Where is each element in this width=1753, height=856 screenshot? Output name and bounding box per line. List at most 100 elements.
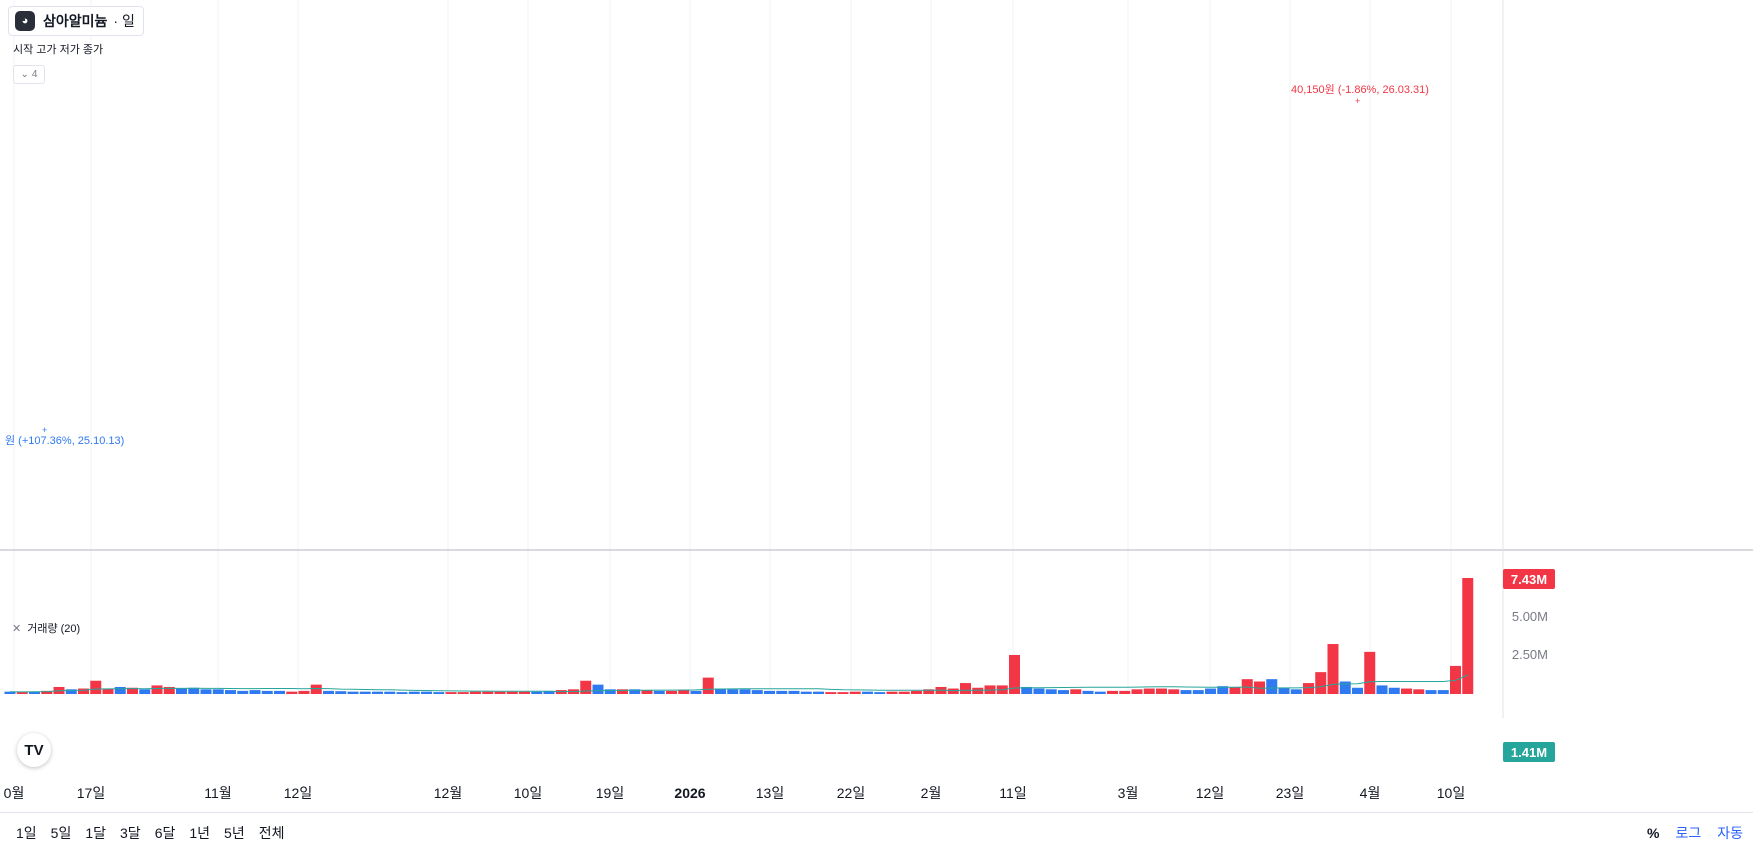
volume-bar: [800, 691, 812, 694]
close-icon[interactable]: ✕: [12, 622, 22, 635]
volume-bar: [310, 684, 322, 694]
volume-bar: [225, 690, 236, 694]
volume-bar: [65, 689, 77, 694]
volume-bar: [16, 692, 28, 694]
volume-bar: [1094, 691, 1106, 694]
volume-tick-label: 2.50M: [1512, 647, 1548, 662]
volume-bar: [494, 691, 506, 694]
volume-bar: [911, 690, 922, 694]
range-button-4[interactable]: 6달: [154, 824, 176, 841]
volume-bar: [886, 691, 898, 694]
volume-bar: [1266, 679, 1278, 694]
range-button-2[interactable]: 1달: [85, 824, 107, 841]
volume-bar: [923, 689, 935, 694]
time-tick-label: 23일: [1276, 785, 1304, 801]
volume-bar: [249, 690, 261, 694]
symbol-legend[interactable]: ◕ 삼아알미늄 · 일: [8, 6, 144, 36]
volume-bar: [1401, 688, 1412, 694]
indicators-collapse-button[interactable]: ⌄ 4: [13, 65, 45, 84]
axes: 50,00045,00041,00037,00033,00029,00026,0…: [4, 569, 1555, 801]
volume-bar: [666, 690, 677, 694]
volume-bar: [1413, 689, 1425, 694]
volume-bar: [1339, 681, 1351, 694]
volume-bar: [176, 688, 187, 694]
volume-bar: [1217, 686, 1229, 694]
volume-bar: [286, 691, 298, 694]
volume-bar: [580, 680, 592, 694]
volume-bar: [200, 689, 212, 694]
volume-bar: [1437, 690, 1449, 694]
volume-bar: [519, 691, 530, 694]
candles: 40,150원 (-1.86%, 26.03.31)+원 (+107.36%, …: [5, 83, 1429, 447]
grid-lines: [0, 0, 1753, 718]
time-tick-label: 2월: [921, 785, 942, 801]
volume-bar: [1082, 690, 1094, 694]
volume-bar: [90, 680, 102, 694]
bottom-toolbar: 1일 5일 1달 3달 6달 1년 5년 전체 % 로그 자동: [0, 812, 1753, 852]
time-tick-label: 12월: [434, 785, 462, 801]
time-tick-label: 4월: [1360, 785, 1381, 801]
auto-scale-button[interactable]: 자동: [1717, 824, 1743, 841]
volume-bar: [1192, 690, 1204, 694]
time-tick-label: 17일: [77, 785, 105, 801]
volume-bar: [1290, 689, 1302, 694]
symbol-name: 삼아알미늄: [43, 13, 108, 29]
volume-bar: [139, 689, 151, 694]
volume-bar: [947, 688, 959, 694]
volume-bar: [1388, 687, 1400, 694]
volume-bar: [163, 686, 175, 694]
volume-bar: [1058, 690, 1069, 694]
log-scale-button[interactable]: 로그: [1675, 824, 1702, 841]
volume-bar: [372, 691, 383, 694]
volume-bar: [237, 690, 249, 694]
time-tick-label: 11일: [999, 785, 1026, 801]
volume-bar: [1278, 687, 1290, 694]
time-tick-label: 12일: [284, 785, 312, 801]
indicator-count: 4: [31, 69, 38, 80]
volume-bar: [482, 691, 494, 694]
volume-bar: [1462, 578, 1474, 694]
volume-bar: [874, 692, 886, 694]
volume-ma-line: [9, 674, 1469, 693]
volume-bar: [1156, 688, 1167, 694]
range-button-1[interactable]: 5일: [50, 824, 72, 841]
volume-bar: [764, 690, 775, 694]
volume-bar: [825, 692, 837, 694]
tradingview-logo-icon[interactable]: TV: [17, 733, 51, 767]
volume-bars: [4, 578, 1474, 694]
volume-bar: [604, 689, 616, 694]
ohlc-label: 시작 고가 저가 종가: [13, 44, 104, 56]
time-tick-label: 2026: [674, 785, 705, 801]
volume-bar: [849, 691, 861, 694]
time-tick-label: 3월: [1118, 785, 1139, 801]
volume-bar: [1045, 689, 1057, 694]
volume-bar: [298, 690, 310, 694]
volume-bar: [862, 691, 873, 694]
range-button-3[interactable]: 3달: [120, 824, 141, 841]
volume-bar: [127, 687, 138, 694]
volume-bar: [421, 691, 432, 694]
range-button-0[interactable]: 1일: [16, 824, 37, 841]
percent-scale-button[interactable]: %: [1647, 824, 1660, 841]
high-marker: +: [1355, 96, 1360, 106]
volume-bar: [1070, 689, 1082, 694]
volume-bar: [715, 688, 726, 694]
ma-volume-badge: [1503, 742, 1555, 762]
volume-bar: [102, 688, 114, 694]
range-button-5[interactable]: 1년: [189, 824, 211, 841]
volume-bar: [457, 692, 469, 694]
volume-bar: [445, 692, 457, 694]
volume-bar: [433, 692, 445, 694]
volume-bar: [972, 687, 984, 694]
high-annotation: 40,150원 (-1.86%, 26.03.31): [1291, 83, 1429, 96]
volume-bar: [960, 683, 971, 694]
volume-bar: [727, 689, 739, 694]
volume-bar: [1168, 689, 1180, 694]
volume-bar: [1143, 688, 1155, 694]
range-button-7[interactable]: 전체: [258, 824, 285, 841]
volume-bar: [1352, 687, 1363, 694]
volume-bar: [359, 691, 371, 694]
range-button-6[interactable]: 5년: [224, 824, 245, 841]
